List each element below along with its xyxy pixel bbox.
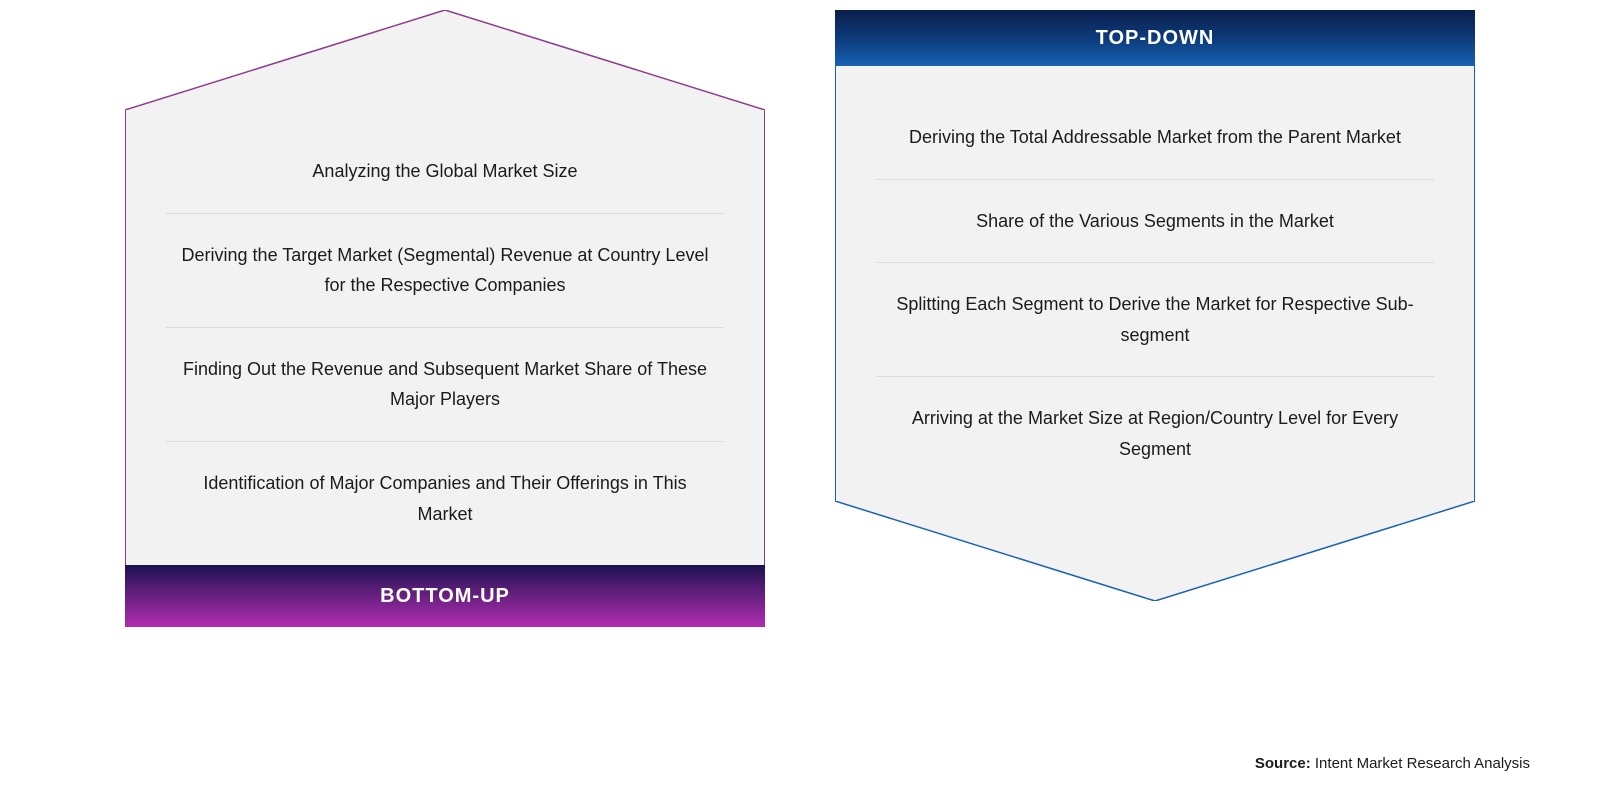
top-down-item: Splitting Each Segment to Derive the Mar… — [876, 263, 1434, 377]
top-down-label: TOP-DOWN — [835, 10, 1475, 66]
bottom-up-label: BOTTOM-UP — [125, 565, 765, 627]
top-down-panel: TOP-DOWN Deriving the Total Addressable … — [835, 10, 1475, 627]
top-down-body: Deriving the Total Addressable Market fr… — [835, 66, 1475, 501]
bottom-up-panel: Analyzing the Global Market Size Derivin… — [125, 10, 765, 627]
source-attribution: Source: Intent Market Research Analysis — [1255, 755, 1530, 772]
source-label: Source: — [1255, 755, 1311, 772]
bottom-up-arrowhead — [125, 10, 765, 110]
top-down-arrowhead — [835, 501, 1475, 601]
bottom-up-item: Identification of Major Companies and Th… — [166, 442, 724, 555]
bottom-up-item: Analyzing the Global Market Size — [166, 130, 724, 214]
top-down-item: Arriving at the Market Size at Region/Co… — [876, 377, 1434, 490]
source-text: Intent Market Research Analysis — [1315, 755, 1530, 772]
top-down-item: Share of the Various Segments in the Mar… — [876, 180, 1434, 264]
bottom-up-item: Finding Out the Revenue and Subsequent M… — [166, 328, 724, 442]
bottom-up-body: Analyzing the Global Market Size Derivin… — [125, 110, 765, 565]
top-down-item: Deriving the Total Addressable Market fr… — [876, 96, 1434, 180]
bottom-up-item: Deriving the Target Market (Segmental) R… — [166, 214, 724, 328]
